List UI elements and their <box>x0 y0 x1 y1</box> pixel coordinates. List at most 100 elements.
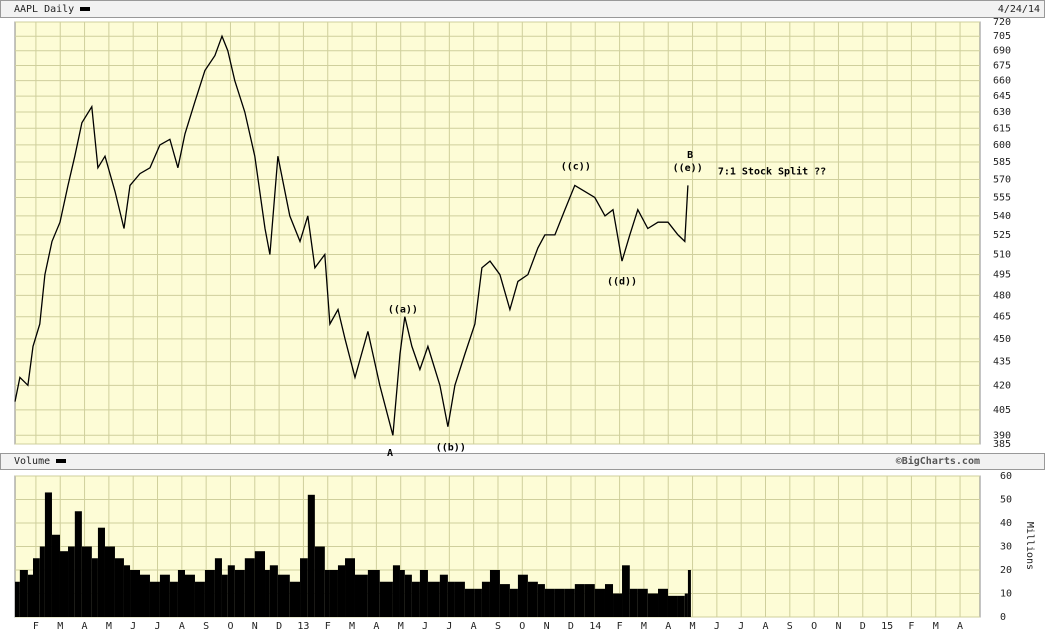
volume-bar <box>244 558 255 617</box>
x-tick-label: A <box>82 621 88 632</box>
volume-bar <box>97 527 105 617</box>
y-tick-label: 555 <box>993 192 1011 203</box>
x-tick-label: J <box>446 621 452 632</box>
y-tick-label: 390 <box>993 430 1011 441</box>
volume-bar <box>419 570 428 617</box>
y-tick-label: 420 <box>993 380 1011 391</box>
y-tick-label: 40 <box>1000 518 1012 529</box>
volume-bar <box>59 551 69 617</box>
volume-bar <box>684 593 688 617</box>
y-tick-label: 450 <box>993 334 1011 345</box>
volume-bar <box>354 574 368 617</box>
y-tick-label: 645 <box>993 91 1011 102</box>
volume-bar <box>677 595 685 617</box>
x-tick-label: M <box>57 621 63 632</box>
volume-bar <box>404 574 412 617</box>
volume-bar <box>15 581 20 617</box>
x-tick-label: J <box>130 621 136 632</box>
y-tick-label: 480 <box>993 290 1011 301</box>
volume-bar <box>289 581 301 617</box>
y-tick-label: 10 <box>1000 589 1012 600</box>
volume-bar <box>74 511 82 617</box>
volume-bar <box>32 558 40 617</box>
chart-date: 4/24/14 <box>998 4 1040 15</box>
y-tick-label: 705 <box>993 31 1011 42</box>
volume-bar <box>537 584 545 617</box>
y-tick-label: 510 <box>993 249 1011 260</box>
volume-bar <box>604 584 614 617</box>
volume-bar <box>149 581 160 617</box>
x-tick-label: D <box>860 621 866 632</box>
y-tick-label: 585 <box>993 157 1011 168</box>
volume-bar <box>27 574 33 617</box>
volume-bar <box>594 588 605 617</box>
y-tick-label: 660 <box>993 76 1011 87</box>
volume-bar <box>499 584 510 617</box>
volume-bar <box>177 570 185 617</box>
volume-bar <box>114 558 124 617</box>
y-tick-label: 540 <box>993 211 1011 222</box>
volume-bar <box>324 570 330 617</box>
volume-bar <box>265 570 270 617</box>
volume-bar <box>51 534 60 617</box>
volume-bar <box>481 581 490 617</box>
annotation: 7:1 Stock Split ?? <box>718 165 826 177</box>
y-tick-label: 405 <box>993 405 1011 416</box>
volume-bar <box>687 570 691 617</box>
volume-bar <box>314 546 325 617</box>
volume-bar <box>574 584 585 617</box>
x-tick-label: M <box>398 621 404 632</box>
chart-title: AAPL Daily <box>14 4 74 15</box>
annotation: ((a)) <box>388 305 418 316</box>
y-tick-label: 465 <box>993 312 1011 323</box>
x-tick-label: A <box>179 621 185 632</box>
volume-bar <box>300 558 308 617</box>
volume-bar <box>68 546 75 617</box>
y-tick-label: 385 <box>993 439 1011 450</box>
y-tick-label: 435 <box>993 357 1011 368</box>
x-tick-label: F <box>33 621 39 632</box>
x-tick-label: S <box>203 621 209 632</box>
x-tick-label: A <box>762 621 768 632</box>
volume-bar <box>392 565 400 617</box>
x-tick-label: M <box>933 621 939 632</box>
volume-bar <box>307 494 315 617</box>
volume-bar <box>269 565 278 617</box>
y-tick-label: 60 <box>1000 471 1012 482</box>
x-tick-label: 15 <box>881 621 893 632</box>
volume-bar <box>427 581 440 617</box>
volume-bar <box>254 551 266 617</box>
volume-bar <box>464 588 475 617</box>
y-tick-label: 675 <box>993 61 1011 72</box>
x-tick-label: N <box>544 621 550 632</box>
volume-bar <box>81 546 92 617</box>
y-tick-label: 600 <box>993 140 1011 151</box>
volume-bar <box>39 546 45 617</box>
volume-bar <box>169 581 178 617</box>
y-axis-label: Millions <box>1024 522 1035 570</box>
x-tick-label: F <box>617 621 623 632</box>
volume-bar <box>184 574 195 617</box>
x-tick-label: 13 <box>297 621 309 632</box>
volume-bar <box>194 581 205 617</box>
volume-bar <box>104 546 115 617</box>
x-tick-label: A <box>665 621 671 632</box>
volume-bar <box>19 570 28 617</box>
annotation: ((e)) <box>673 163 703 174</box>
x-tick-label: J <box>738 621 744 632</box>
volume-bar <box>130 570 141 617</box>
credit: ©BigCharts.com <box>896 455 980 467</box>
x-tick-label: M <box>690 621 696 632</box>
price-line <box>14 34 689 436</box>
x-tick-label: O <box>227 621 233 632</box>
y-tick-label: 20 <box>1000 565 1012 576</box>
legend-swatch <box>80 7 90 11</box>
x-tick-label: S <box>787 621 793 632</box>
volume-bar <box>584 584 595 617</box>
volume-bar <box>517 574 528 617</box>
legend-swatch <box>56 459 66 463</box>
volume-bar <box>474 588 482 617</box>
volume-bar <box>123 565 131 617</box>
annotation: ((d)) <box>607 276 637 287</box>
x-tick-label: N <box>252 621 258 632</box>
